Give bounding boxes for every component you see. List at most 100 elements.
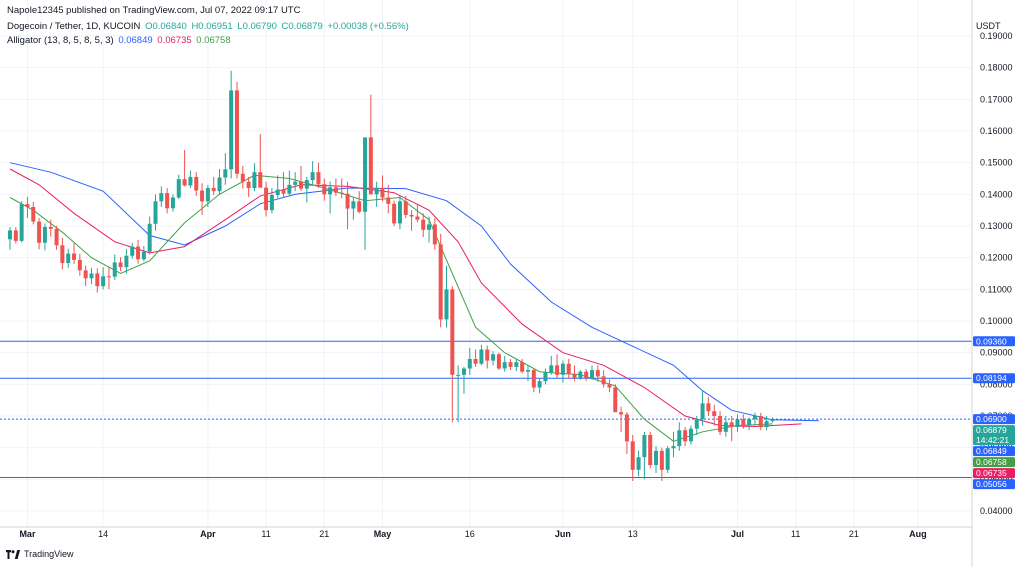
candle[interactable] (72, 243, 77, 264)
candle[interactable] (508, 359, 513, 371)
candle[interactable] (37, 218, 42, 250)
candle[interactable] (211, 176, 216, 195)
candle[interactable] (141, 245, 146, 262)
candle[interactable] (60, 238, 65, 270)
candle[interactable] (758, 412, 763, 431)
candle[interactable] (525, 365, 530, 382)
candle[interactable] (304, 176, 309, 203)
candle[interactable] (560, 360, 565, 383)
candle[interactable] (165, 188, 170, 214)
candle[interactable] (403, 195, 408, 219)
candle[interactable] (770, 417, 775, 423)
candle[interactable] (747, 417, 752, 431)
candle[interactable] (264, 181, 269, 217)
candle[interactable] (299, 165, 303, 192)
candle[interactable] (514, 359, 519, 372)
candle[interactable] (479, 344, 484, 366)
candle[interactable] (712, 404, 717, 426)
candle[interactable] (415, 203, 420, 223)
candle[interactable] (630, 435, 635, 481)
candle[interactable] (130, 243, 135, 259)
candle[interactable] (683, 427, 688, 447)
candle[interactable] (246, 176, 251, 197)
candle[interactable] (147, 216, 152, 255)
candle[interactable] (729, 416, 734, 442)
candle[interactable] (764, 416, 769, 431)
candle[interactable] (176, 174, 181, 200)
candle[interactable] (659, 447, 664, 481)
candle[interactable] (170, 194, 175, 212)
candle[interactable] (363, 137, 368, 250)
candle[interactable] (106, 267, 111, 290)
candle[interactable] (380, 175, 385, 202)
candle[interactable] (345, 181, 350, 230)
candle[interactable] (461, 366, 466, 394)
candle[interactable] (234, 81, 239, 179)
candle[interactable] (467, 347, 472, 375)
candle[interactable] (83, 265, 88, 287)
candle[interactable] (688, 425, 693, 445)
candle[interactable] (572, 365, 577, 382)
candle[interactable] (287, 170, 292, 196)
candle[interactable] (741, 414, 746, 429)
candle[interactable] (450, 286, 455, 423)
candle[interactable] (671, 431, 676, 458)
candle[interactable] (310, 161, 315, 185)
candle[interactable] (357, 191, 362, 214)
candle[interactable] (258, 134, 263, 188)
candle[interactable] (351, 197, 356, 220)
candle[interactable] (438, 233, 443, 328)
candle[interactable] (444, 265, 449, 328)
candle[interactable] (25, 196, 30, 219)
candle[interactable] (339, 178, 344, 199)
candle[interactable] (549, 355, 554, 375)
candle[interactable] (421, 213, 426, 238)
candle[interactable] (607, 379, 612, 393)
candle[interactable] (54, 226, 59, 250)
candle[interactable] (752, 412, 757, 426)
candle[interactable] (595, 365, 600, 382)
candle[interactable] (66, 248, 71, 268)
candle[interactable] (31, 201, 36, 225)
candle[interactable] (694, 416, 699, 435)
candle[interactable] (520, 359, 525, 374)
candle[interactable] (566, 359, 571, 379)
candle[interactable] (485, 345, 490, 369)
candle[interactable] (112, 254, 117, 280)
candle[interactable] (368, 94, 373, 195)
candle[interactable] (136, 239, 141, 264)
candle[interactable] (409, 210, 414, 231)
candle[interactable] (223, 153, 228, 185)
candle[interactable] (723, 416, 728, 437)
candle[interactable] (718, 411, 723, 435)
candle[interactable] (159, 186, 164, 207)
candle[interactable] (590, 365, 594, 380)
candle[interactable] (89, 267, 94, 284)
candle[interactable] (613, 384, 618, 413)
candle[interactable] (700, 390, 705, 426)
candle[interactable] (252, 163, 257, 192)
candle[interactable] (118, 257, 123, 271)
candle[interactable] (217, 169, 222, 195)
candle[interactable] (293, 172, 298, 192)
candle[interactable] (229, 70, 234, 179)
candle[interactable] (205, 184, 210, 207)
candle[interactable] (456, 365, 461, 423)
candle[interactable] (124, 249, 129, 274)
candle[interactable] (537, 378, 542, 394)
candle[interactable] (328, 181, 333, 214)
candle[interactable] (491, 351, 496, 366)
candle[interactable] (636, 450, 641, 477)
candle[interactable] (77, 253, 82, 276)
candle[interactable] (543, 368, 548, 385)
candle[interactable] (584, 369, 589, 382)
candle[interactable] (374, 181, 379, 207)
candle[interactable] (95, 268, 100, 293)
candle[interactable] (101, 267, 106, 290)
candle[interactable] (624, 412, 629, 454)
candle[interactable] (432, 218, 437, 250)
candle[interactable] (281, 172, 286, 198)
candle[interactable] (19, 201, 24, 243)
candle[interactable] (200, 183, 205, 215)
